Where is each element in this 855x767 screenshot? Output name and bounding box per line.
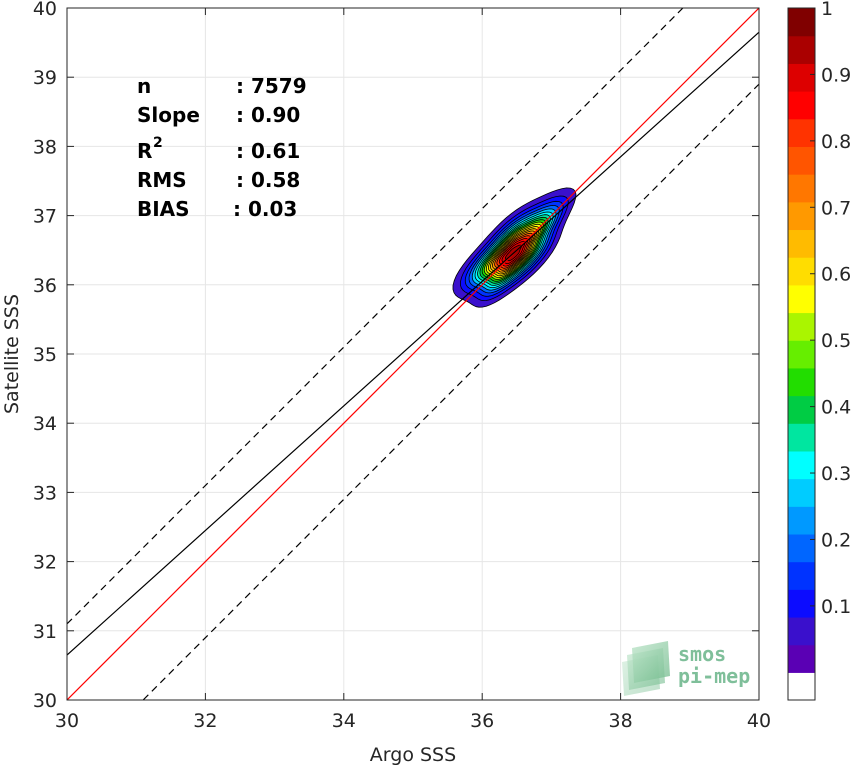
colorbar-tick-label: 0.8 — [821, 131, 851, 153]
colorbar-segment — [788, 672, 815, 701]
colorbar-tick-label: 0.2 — [821, 529, 851, 551]
y-tick-labels: 30 31 32 33 34 35 36 37 38 39 40 — [33, 0, 57, 712]
x-tick-label: 36 — [470, 710, 494, 732]
logo-waves-icon — [622, 641, 670, 696]
colorbar-segment — [788, 257, 815, 286]
y-tick-label: 33 — [33, 482, 57, 504]
grid-lines — [66, 7, 760, 701]
stat-bias-value: : 0.03 — [233, 197, 297, 221]
colorbar-segment — [788, 395, 815, 424]
colorbar-ticks: 0.1 0.2 0.3 0.4 0.5 0.6 0.7 0.8 0.9 1 — [810, 0, 851, 618]
fit-line — [67, 31, 759, 656]
colorbar-tick-label: 0.1 — [821, 596, 851, 618]
reference-lines — [67, 8, 759, 700]
y-tick-label: 34 — [33, 413, 57, 435]
colorbar-segment — [788, 229, 815, 258]
stat-r2-name: R — [137, 139, 152, 163]
y-tick-label: 40 — [33, 0, 57, 20]
x-tick-label: 30 — [55, 710, 79, 732]
colorbar: 0.1 0.2 0.3 0.4 0.5 0.6 0.7 0.8 0.9 1 — [787, 0, 851, 701]
colorbar-segment — [788, 174, 815, 203]
colorbar-tick-label: 0.3 — [821, 463, 851, 485]
colorbar-tick-label: 0.7 — [821, 197, 851, 219]
colorbar-segment — [788, 118, 815, 147]
y-tick-label: 36 — [33, 275, 57, 297]
logo-line1: smos — [678, 642, 726, 666]
stats-box: n : 7579 Slope : 0.90 R 2 : 0.61 RMS : 0… — [137, 74, 307, 221]
y-tick-label: 39 — [33, 67, 57, 89]
colorbar-segment — [788, 589, 815, 618]
colorbar-segment — [788, 367, 815, 397]
colorbar-segment — [788, 616, 815, 646]
colorbar-segment — [788, 35, 815, 64]
colorbar-segment — [788, 201, 815, 231]
y-axis-label: Satellite SSS — [1, 294, 23, 414]
colorbar-tick-label: 0.5 — [821, 330, 851, 352]
axis-ticks — [66, 7, 760, 701]
y-tick-label: 30 — [33, 690, 57, 712]
colorbar-segment — [788, 312, 815, 341]
colorbar-segment — [788, 8, 815, 37]
x-tick-label: 38 — [609, 710, 633, 732]
x-tick-label: 32 — [193, 710, 217, 732]
colorbar-segment — [788, 423, 815, 452]
colorbar-tick-label: 0.6 — [821, 264, 851, 286]
y-tick-label: 35 — [33, 344, 57, 366]
y-tick-label: 32 — [33, 552, 57, 574]
y-tick-label: 31 — [33, 621, 57, 643]
x-axis-label: Argo SSS — [370, 744, 456, 766]
colorbar-segment — [788, 63, 815, 92]
stat-rms-name: RMS — [137, 168, 187, 192]
colorbar-segments — [788, 8, 815, 701]
y-tick-label: 37 — [33, 206, 57, 228]
colorbar-segment — [788, 340, 815, 369]
logo-line2: pi-mep — [678, 664, 750, 688]
stat-n-name: n — [137, 74, 151, 98]
x-tick-labels: 30 32 34 36 38 40 — [55, 710, 771, 732]
colorbar-segment — [788, 478, 815, 507]
colorbar-segment — [788, 644, 815, 673]
colorbar-segment — [788, 284, 815, 314]
smos-pi-mep-logo: smos pi-mep — [622, 641, 750, 696]
identity-line — [67, 8, 759, 700]
stat-n-value: : 7579 — [236, 74, 307, 98]
colorbar-segment — [788, 450, 815, 480]
stat-rms-value: : 0.58 — [236, 168, 300, 192]
stat-r2-value: : 0.61 — [236, 139, 300, 163]
colorbar-tick-label: 0.9 — [821, 64, 851, 86]
colorbar-segment — [788, 91, 815, 120]
y-tick-label: 38 — [33, 136, 57, 158]
stat-bias-name: BIAS — [137, 197, 190, 221]
stat-r2-sup: 2 — [153, 135, 163, 151]
colorbar-tick-label: 1 — [821, 0, 833, 20]
colorbar-segment — [788, 506, 815, 535]
stat-slope-value: : 0.90 — [236, 103, 300, 127]
x-tick-label: 34 — [332, 710, 356, 732]
x-tick-label: 40 — [747, 710, 771, 732]
stat-slope-name: Slope — [137, 103, 200, 127]
colorbar-tick-label: 0.4 — [821, 397, 851, 419]
colorbar-segment — [788, 533, 815, 563]
colorbar-segment — [788, 146, 815, 175]
colorbar-segment — [788, 561, 815, 590]
colorbar-frame — [787, 7, 816, 701]
